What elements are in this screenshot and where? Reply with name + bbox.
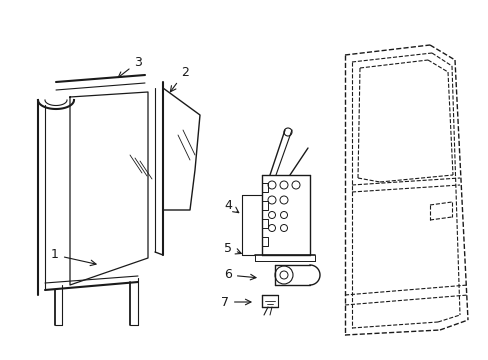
Text: 3: 3: [118, 55, 142, 77]
Text: 6: 6: [224, 269, 256, 282]
Text: 1: 1: [51, 248, 96, 266]
Text: 2: 2: [170, 66, 188, 92]
Text: 5: 5: [224, 242, 241, 255]
Text: 4: 4: [224, 198, 238, 213]
Text: 7: 7: [221, 296, 250, 309]
